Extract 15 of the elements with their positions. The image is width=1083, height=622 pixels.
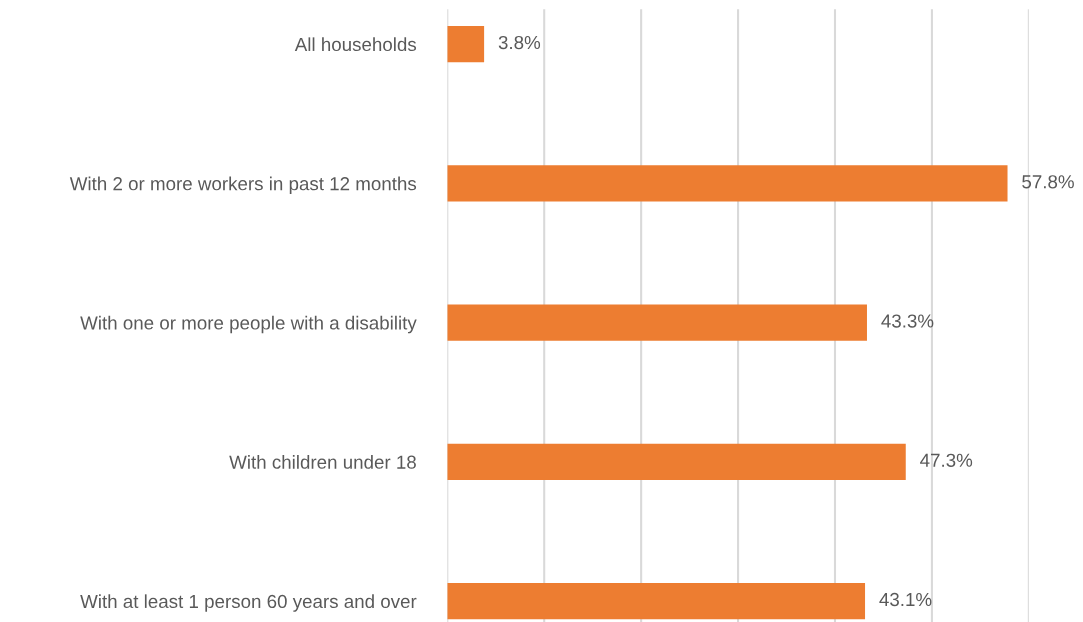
bar [447,26,485,63]
y-tick-label: With one or more people with a disability [80,315,417,334]
bar [447,443,906,480]
y-tick-label: With children under 18 [229,455,416,469]
y-tick-label: All households [294,37,417,52]
bar [447,304,867,341]
data-label: 57.8% [1022,175,1074,189]
data-label: 3.8% [498,35,541,50]
bar [447,583,866,620]
bar [447,165,1008,202]
data-label: 43.3% [881,314,934,328]
y-tick-label: With at least 1 person 60 years and over [80,594,417,612]
data-label: 43.1% [879,592,932,607]
data-label: 47.3% [920,453,973,467]
y-tick-label: With 2 or more workers in past 12 months [69,176,417,195]
